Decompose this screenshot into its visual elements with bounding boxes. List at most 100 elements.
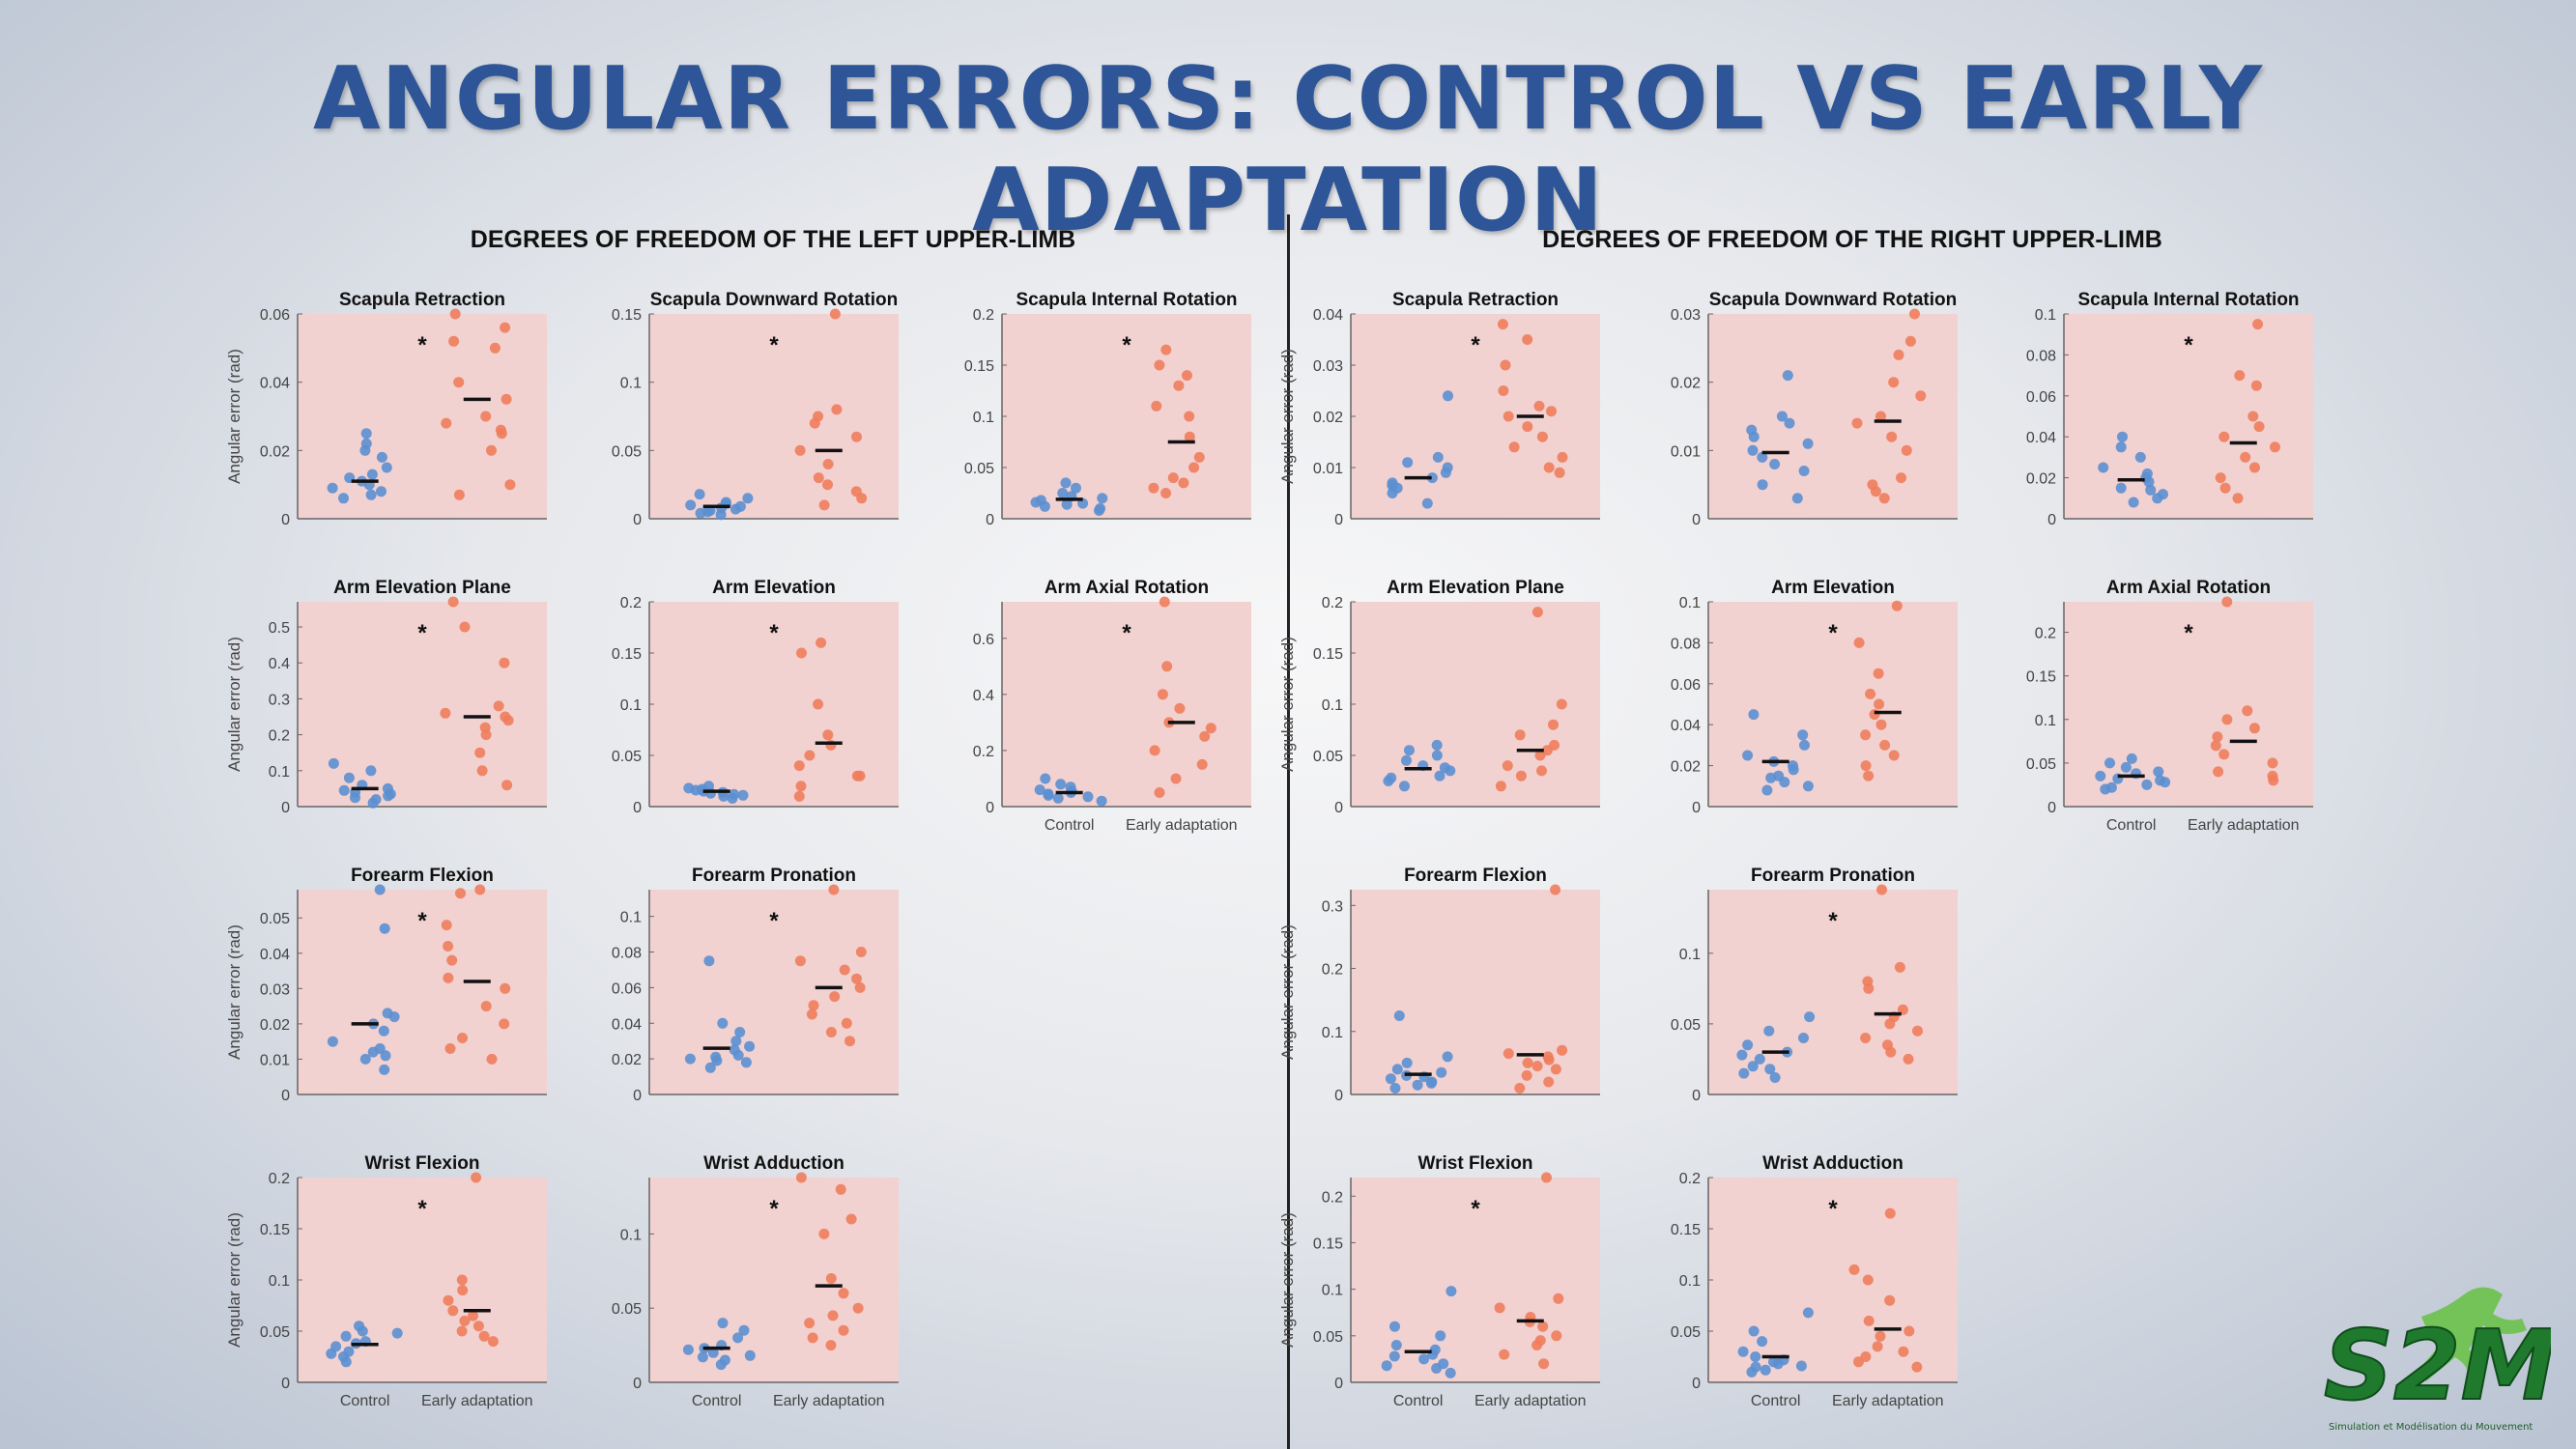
data-point bbox=[1494, 1302, 1505, 1314]
data-point bbox=[831, 404, 843, 415]
data-point bbox=[446, 954, 458, 966]
data-point bbox=[1178, 477, 1189, 489]
chart-title: Arm Elevation bbox=[712, 578, 836, 598]
y-tick-label: 0.2 bbox=[1679, 1171, 1701, 1187]
data-point bbox=[1442, 462, 1453, 473]
data-point bbox=[2105, 781, 2117, 793]
data-point bbox=[1742, 1039, 1754, 1051]
control-points bbox=[1385, 1010, 1453, 1094]
data-point bbox=[354, 1321, 365, 1332]
data-point bbox=[742, 493, 754, 504]
data-point bbox=[794, 444, 806, 456]
data-point bbox=[1875, 1330, 1886, 1342]
data-point bbox=[2115, 482, 2127, 494]
data-point bbox=[2134, 451, 2146, 463]
data-point bbox=[487, 1336, 499, 1348]
y-tick-label: 0 bbox=[2047, 800, 2056, 816]
data-point bbox=[380, 1050, 391, 1062]
control-points bbox=[327, 884, 400, 1075]
adaptation-points bbox=[1860, 884, 1923, 1065]
y-tick-label: 0.15 bbox=[2026, 669, 2056, 686]
data-point bbox=[1860, 1351, 1872, 1362]
data-point bbox=[1418, 1353, 1430, 1365]
data-point bbox=[1149, 745, 1160, 756]
data-point bbox=[1848, 1264, 1860, 1275]
adaptation-points bbox=[793, 637, 866, 802]
y-tick-label: 0.3 bbox=[269, 692, 290, 708]
data-point bbox=[360, 428, 372, 440]
data-point bbox=[1888, 750, 1900, 761]
s2m-logo: S2M Simulation et Modélisation du Mouvem… bbox=[2323, 1287, 2551, 1433]
data-point bbox=[1851, 417, 1863, 429]
data-point bbox=[1154, 787, 1165, 798]
data-point bbox=[1188, 462, 1200, 473]
x-tick-label: Control bbox=[1751, 1393, 1801, 1409]
chart-title: Forearm Flexion bbox=[351, 866, 494, 886]
plot-area bbox=[1002, 602, 1251, 807]
chart-left-scapula-retraction: Scapula Retraction 0 0.02 0.04 0.06 Angular e… bbox=[225, 290, 547, 528]
data-point bbox=[1184, 411, 1195, 422]
data-point bbox=[365, 489, 377, 500]
data-point bbox=[710, 1051, 722, 1063]
data-point bbox=[1381, 1360, 1392, 1372]
chart-right-arm-axial-rotation: Arm Axial Rotation 0 0.05 0.1 0.15 0.2 * Contro… bbox=[2026, 578, 2313, 834]
adaptation-points bbox=[795, 1172, 864, 1351]
data-point bbox=[1404, 745, 1415, 756]
y-tick-label: 0.1 bbox=[973, 410, 994, 426]
y-tick-label: 0.2 bbox=[973, 307, 994, 324]
data-point bbox=[2141, 779, 2153, 790]
data-point bbox=[1182, 370, 1192, 382]
data-point bbox=[2253, 421, 2265, 433]
y-tick-label: 0.2 bbox=[269, 1171, 290, 1187]
data-point bbox=[795, 781, 807, 792]
significance-marker: * bbox=[417, 332, 427, 358]
data-point bbox=[828, 884, 840, 895]
data-point bbox=[825, 1273, 837, 1284]
chart-right-forearm-pronation: Forearm Pronation 0 0.05 0.1 * bbox=[1671, 866, 1958, 1104]
data-point bbox=[1903, 1325, 1915, 1337]
data-point bbox=[1543, 462, 1555, 473]
plot-area bbox=[2064, 314, 2313, 519]
chart-right-wrist-flexion: Wrist Flexion 0 0.05 0.1 0.15 0.2 Angular erro… bbox=[1278, 1153, 1600, 1409]
data-point bbox=[1159, 596, 1170, 608]
plot-area bbox=[1708, 890, 1958, 1094]
y-tick-label: 0.1 bbox=[1322, 697, 1343, 714]
data-point bbox=[1184, 431, 1195, 442]
data-point bbox=[2221, 596, 2233, 608]
data-point bbox=[1886, 431, 1898, 442]
y-tick-label: 0 bbox=[633, 1376, 642, 1392]
data-point bbox=[818, 1228, 830, 1239]
data-point bbox=[1884, 1294, 1896, 1306]
data-point bbox=[829, 308, 841, 320]
y-tick-label: 0.1 bbox=[269, 1273, 290, 1290]
data-point bbox=[381, 462, 392, 473]
y-tick-label: 0.2 bbox=[973, 744, 994, 760]
data-point bbox=[1746, 424, 1758, 436]
data-point bbox=[1531, 607, 1543, 618]
data-point bbox=[1160, 344, 1172, 355]
plot-area bbox=[649, 314, 899, 519]
data-point bbox=[737, 789, 749, 801]
y-tick-label: 0.2 bbox=[620, 595, 642, 611]
data-point bbox=[1765, 772, 1777, 783]
y-tick-label: 0 bbox=[2047, 512, 2056, 528]
runner-icon bbox=[2417, 1287, 2527, 1388]
chart-right-arm-elevation-plane: Arm Elevation Plane 0 0.05 0.1 0.15 0.2 Angula… bbox=[1278, 578, 1600, 816]
y-tick-label: 0.04 bbox=[1671, 718, 1701, 734]
chart-title: Forearm Flexion bbox=[1404, 866, 1547, 886]
data-point bbox=[447, 596, 459, 608]
data-point bbox=[694, 489, 705, 500]
data-point bbox=[378, 1025, 389, 1037]
data-point bbox=[489, 342, 501, 354]
y-tick-label: 0.4 bbox=[973, 688, 994, 704]
data-point bbox=[441, 920, 452, 931]
y-tick-label: 0.06 bbox=[1671, 677, 1701, 694]
data-point bbox=[685, 499, 697, 511]
data-point bbox=[1170, 773, 1182, 784]
data-point bbox=[2141, 468, 2153, 479]
y-tick-label: 0 bbox=[633, 512, 642, 528]
data-point bbox=[729, 788, 740, 800]
data-point bbox=[2153, 766, 2164, 778]
y-tick-label: 0.15 bbox=[612, 307, 642, 324]
adaptation-points bbox=[441, 308, 516, 500]
